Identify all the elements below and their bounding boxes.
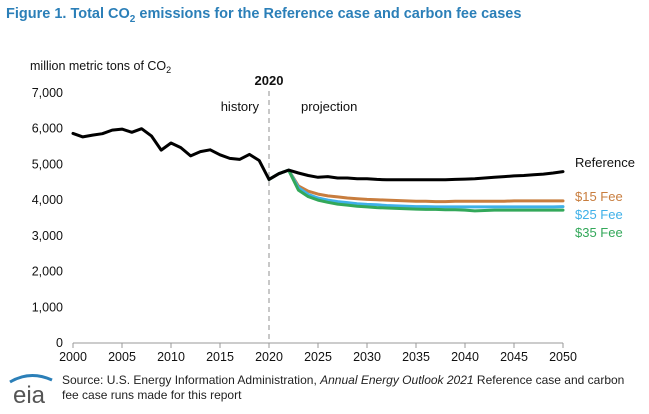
series-label-reference: Reference [575, 155, 635, 170]
eia-logo-swoosh [9, 374, 53, 384]
figure-title-prefix: Figure 1. Total CO [6, 6, 130, 22]
x-tick-label: 2030 [353, 350, 381, 364]
x-tick-label: 2040 [451, 350, 479, 364]
y-axis-label-subscript: 2 [166, 65, 171, 75]
y-tick-label: 7,000 [32, 86, 63, 100]
figure-title: Figure 1. Total CO2 emissions for the Re… [6, 6, 521, 25]
series-label-35-fee: $35 Fee [575, 225, 623, 240]
series-lines [71, 127, 565, 213]
series-label-15-fee: $15 Fee [575, 189, 623, 204]
axes: 2000 2005 2010 2015 2020 2025 2030 2035 2040 2045… [32, 86, 577, 364]
y-tick-label: 5,000 [32, 157, 63, 171]
projection-label: projection [301, 99, 357, 114]
x-tick-label: 2025 [304, 350, 332, 364]
eia-logo-text: eia [13, 382, 46, 409]
y-tick-label: 4,000 [32, 193, 63, 207]
x-tick-label: 2005 [108, 350, 136, 364]
x-tick-label: 2010 [157, 350, 185, 364]
y-tick-label: 2,000 [32, 265, 63, 279]
source-italic: Annual Energy Outlook 2021 [320, 373, 474, 387]
source-note: Source: U.S. Energy Information Administ… [62, 373, 642, 403]
x-tick-label: 2050 [549, 350, 577, 364]
series-labels: Reference $15 Fee $25 Fee $35 Fee [575, 155, 635, 240]
x-tick-label: 2020 [255, 350, 283, 364]
y-axis-label: million metric tons of CO2 [30, 59, 171, 75]
divider-year-label: 2020 [255, 73, 284, 88]
series-line-15-fee [267, 168, 565, 204]
y-tick-label: 6,000 [32, 122, 63, 136]
history-projection-divider: 2020 history projection [221, 73, 357, 343]
x-tick-label: 2015 [206, 350, 234, 364]
x-tick-label: 2000 [59, 350, 87, 364]
series-line-35-fee [267, 168, 565, 213]
series-line-25-fee [267, 168, 565, 209]
source-suffix: Reference case and carbon fee case runs … [62, 373, 625, 402]
x-tick-label: 2035 [402, 350, 430, 364]
y-tick-label: 1,000 [32, 300, 63, 314]
series-line-reference [71, 127, 565, 182]
y-axis-label-text: million metric tons of CO [30, 59, 166, 73]
series-label-25-fee: $25 Fee [575, 207, 623, 222]
y-tick-label: 3,000 [32, 229, 63, 243]
figure-title-suffix: emissions for the Reference case and car… [135, 6, 522, 22]
source-prefix: Source: U.S. Energy Information Administ… [62, 373, 321, 387]
figure-title-subscript: 2 [129, 13, 136, 25]
history-label: history [221, 99, 260, 114]
y-tick-label: 0 [56, 336, 63, 350]
x-tick-label: 2045 [500, 350, 528, 364]
eia-logo: eia [9, 374, 53, 409]
